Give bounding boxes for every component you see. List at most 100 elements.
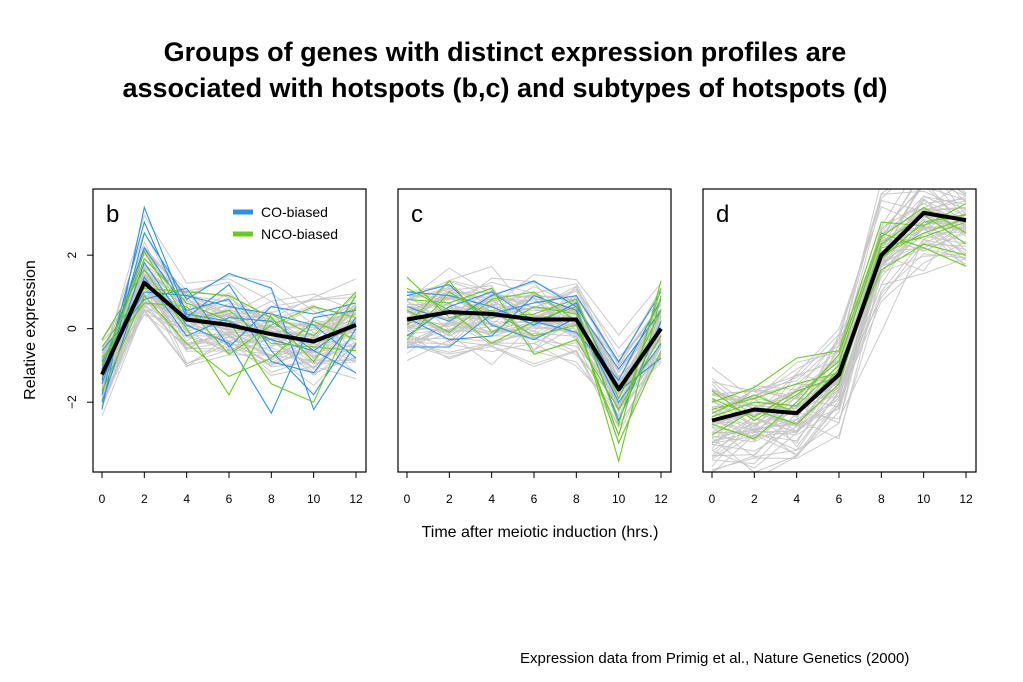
slide-title-line-1: Groups of genes with distinct expression… (163, 37, 847, 67)
y-tick-label: 0 (65, 325, 79, 332)
gene-profile-line (101, 245, 357, 360)
gene-profile-line (711, 225, 967, 439)
nco-biased-profile-line (406, 280, 662, 464)
co-biased-profile-line (101, 276, 357, 403)
gene-profile-line (711, 206, 967, 414)
panel-c: c 0 2 4 6 8 10 12 (397, 188, 672, 506)
gene-profile-line (711, 219, 967, 452)
gene-profile-line (101, 313, 357, 390)
x-tick-label: 0 (99, 492, 106, 506)
gene-profile-line (711, 207, 967, 467)
x-tick-label: 2 (446, 492, 453, 506)
gene-profile-line (711, 238, 967, 458)
gene-profile-line (711, 220, 967, 434)
y-tick-label: 2 (65, 251, 79, 258)
nco-biased-profile-line (101, 257, 357, 403)
x-tick-label: 8 (573, 492, 580, 506)
x-tick-label: 8 (268, 492, 275, 506)
nco-biased-profile-line (101, 287, 357, 363)
gene-profile-line (101, 293, 357, 362)
gene-profile-line (406, 322, 662, 417)
nco-biased-profile-line (406, 291, 662, 400)
nco-biased-profile-line (406, 291, 662, 445)
panel-label: d (716, 201, 729, 228)
legend: CO-biased NCO-biased (233, 204, 338, 242)
gene-profile-line (711, 232, 967, 460)
x-tick-label: 12 (349, 492, 363, 506)
mean-profile-line (711, 210, 967, 423)
x-tick-label: 12 (654, 492, 668, 506)
x-tick-label: 6 (836, 492, 843, 506)
gene-profile-line (711, 198, 967, 439)
gene-profile-line (711, 253, 967, 471)
co-biased-profile-line (101, 291, 357, 362)
x-tick-label: 6 (226, 492, 233, 506)
nco-biased-profile-line (101, 302, 357, 359)
panel-d: d 0 2 4 6 8 10 12 (702, 188, 977, 506)
x-tick-label: 10 (612, 492, 626, 506)
co-biased-profile-line (101, 220, 357, 396)
gene-profile-line (101, 213, 357, 365)
nco-biased-profile-line (406, 287, 662, 411)
gene-profile-line (711, 224, 967, 424)
gene-profile-line (101, 241, 357, 373)
gene-profile-line (406, 292, 662, 394)
nco-biased-profile-line (101, 268, 357, 396)
slide-title-line-2: associated with hotspots (b,c) and subty… (122, 73, 888, 103)
co-biased-profile-line (101, 287, 357, 352)
co-biased-profile-line (406, 294, 662, 422)
legend-label: NCO-biased (261, 226, 338, 242)
y-tick-label: −2 (65, 395, 79, 409)
y-axis-title: Relative expression (22, 260, 39, 400)
x-tick-label: 0 (709, 492, 716, 506)
mean-profile-line (100, 280, 357, 376)
panel-lines (711, 189, 967, 472)
gene-profile-line (406, 297, 662, 385)
panel-lines (406, 265, 663, 464)
panel-lines (100, 205, 357, 417)
x-tick-label: 4 (793, 492, 800, 506)
gene-profile-line (101, 272, 357, 366)
panel-label: c (411, 201, 423, 228)
gene-profile-line (711, 220, 967, 458)
x-tick-label: 6 (531, 492, 538, 506)
gene-profile-line (711, 257, 967, 469)
data-source-credit: Expression data from Primig et al., Natu… (520, 650, 910, 667)
gene-profile-line (406, 332, 662, 406)
x-axis-title: Time after meiotic induction (hrs.) (422, 524, 659, 541)
nco-biased-profile-line (711, 243, 967, 418)
gene-profile-line (711, 189, 967, 418)
nco-biased-profile-line (101, 294, 357, 392)
co-biased-profile-line (101, 261, 357, 415)
co-biased-profile-line (101, 231, 357, 411)
panel-b: b 0 2 4 6 8 10 12 −2 0 2 CO-biased NCO-biased (65, 188, 367, 506)
x-tick-label: 2 (141, 492, 148, 506)
x-tick-label: 4 (488, 492, 495, 506)
co-biased-profile-line (406, 283, 662, 404)
panel-label: b (106, 201, 119, 228)
nco-biased-profile-line (101, 250, 357, 377)
nco-biased-profile-line (711, 206, 967, 422)
panel-frame (702, 188, 977, 473)
nco-biased-profile-line (711, 203, 967, 403)
x-tick-label: 10 (917, 492, 931, 506)
gene-profile-line (101, 253, 357, 367)
mean-profile-line (406, 310, 663, 392)
co-biased-profile-line (407, 291, 662, 363)
x-tick-label: 0 (404, 492, 411, 506)
co-biased-profile-line (101, 246, 357, 374)
slide-title: Groups of genes with distinct expression… (0, 34, 1010, 106)
x-tick-label: 2 (751, 492, 758, 506)
gene-profile-line (711, 253, 967, 465)
gene-profile-line (711, 227, 967, 450)
legend-label: CO-biased (261, 204, 328, 220)
co-biased-profile-line (406, 280, 662, 371)
nco-biased-profile-line (406, 276, 662, 437)
x-tick-label: 8 (878, 492, 885, 506)
x-tick-label: 10 (307, 492, 321, 506)
gene-profile-line (406, 281, 662, 358)
nco-biased-profile-line (711, 232, 967, 440)
x-tick-label: 4 (183, 492, 190, 506)
gene-profile-line (406, 293, 662, 380)
